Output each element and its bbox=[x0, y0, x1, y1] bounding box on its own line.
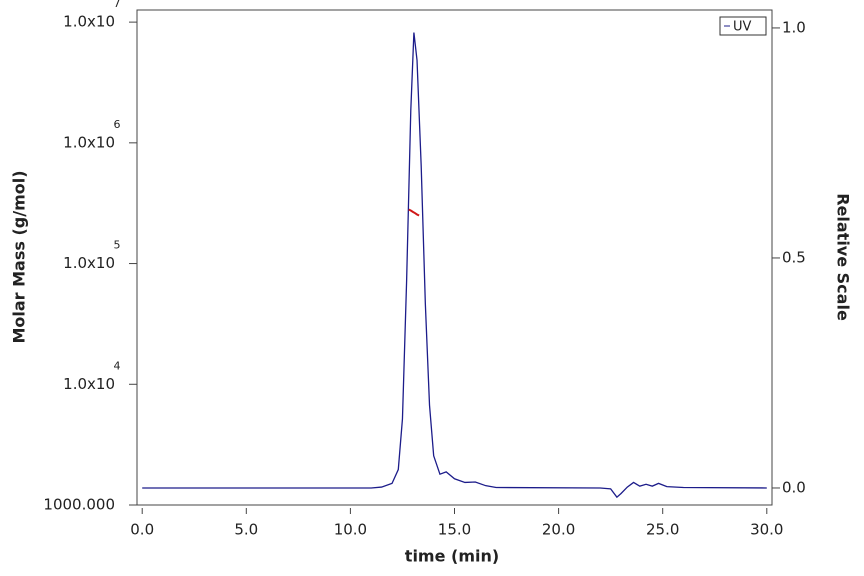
x-tick-label: 25.0 bbox=[646, 521, 679, 539]
y2-tick-label: 1.0 bbox=[782, 18, 806, 36]
y2-tick-label: 0.0 bbox=[782, 478, 806, 496]
x-tick-label: 0.0 bbox=[130, 521, 154, 539]
data-line bbox=[142, 32, 767, 499]
y-tick-label: 1000.000 bbox=[43, 496, 115, 514]
y-tick-exponent: 5 bbox=[114, 239, 121, 252]
x-tick-label: 10.0 bbox=[334, 521, 367, 539]
x-tick-label: 5.0 bbox=[234, 521, 258, 539]
y-tick-label: 1.0x10 bbox=[63, 375, 115, 393]
legend-box bbox=[719, 16, 767, 36]
x-tick-label: 15.0 bbox=[438, 521, 471, 539]
y-tick-label: 1.0x10 bbox=[63, 13, 115, 31]
y-axis-title: Molar Mass (g/mol) bbox=[10, 170, 29, 343]
y2-axis-title: Relative Scale bbox=[834, 193, 853, 321]
legend-label: UV bbox=[733, 20, 752, 35]
plot-frame bbox=[136, 9, 773, 506]
y-tick-exponent: 7 bbox=[114, 0, 121, 10]
x-axis-title: time (min) bbox=[405, 547, 499, 566]
y2-tick-label: 0.5 bbox=[782, 248, 806, 266]
x-tick-label: 20.0 bbox=[542, 521, 575, 539]
x-tick-label: 30.0 bbox=[750, 521, 783, 539]
y-tick-label: 1.0x10 bbox=[63, 133, 115, 151]
y-tick-exponent: 4 bbox=[114, 359, 121, 372]
data-line bbox=[408, 208, 420, 217]
y-tick-label: 1.0x10 bbox=[63, 254, 115, 272]
y-tick-exponent: 6 bbox=[114, 118, 121, 131]
